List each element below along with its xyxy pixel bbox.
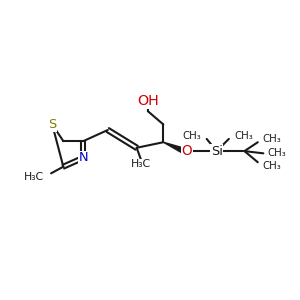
Text: S: S <box>48 118 56 131</box>
Polygon shape <box>163 142 185 154</box>
Text: O: O <box>182 144 192 158</box>
Text: Si: Si <box>211 145 223 158</box>
Text: H₃C: H₃C <box>131 159 151 170</box>
Text: CH₃: CH₃ <box>262 160 281 171</box>
Text: CH₃: CH₃ <box>182 130 201 141</box>
Text: H₃C: H₃C <box>24 172 44 182</box>
Text: N: N <box>79 151 88 164</box>
Text: OH: OH <box>137 94 159 108</box>
Text: CH₃: CH₃ <box>262 134 281 144</box>
Text: CH₃: CH₃ <box>234 130 253 141</box>
Text: CH₃: CH₃ <box>268 148 286 158</box>
